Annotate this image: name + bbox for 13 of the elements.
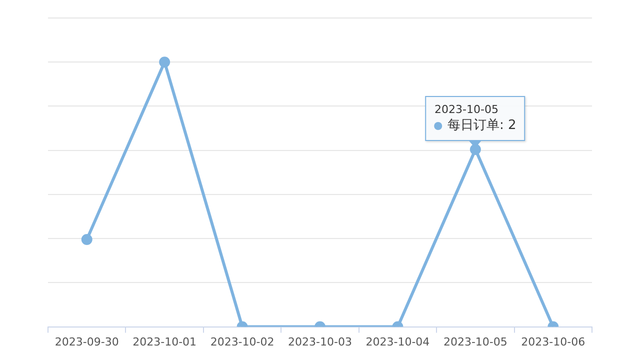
x-tick-label: 2023-10-05 bbox=[443, 335, 508, 348]
x-tick-label: 2023-10-06 bbox=[521, 335, 586, 348]
x-tick-label: 2023-10-01 bbox=[132, 335, 197, 348]
x-tick-label: 2023-10-03 bbox=[288, 335, 352, 348]
point bbox=[81, 234, 92, 245]
point bbox=[159, 56, 170, 68]
annotation: : 2 bbox=[500, 117, 516, 136]
point bbox=[470, 144, 481, 155]
annotation: 2023-10-05 bbox=[434, 102, 498, 118]
x-tick-label: 2023-10-02 bbox=[210, 335, 274, 348]
x-tick-label: 2023-09-30 bbox=[54, 335, 119, 348]
legend-label: 每日订单 bbox=[448, 117, 500, 136]
x-tick-label: 2023-10-04 bbox=[366, 335, 430, 348]
